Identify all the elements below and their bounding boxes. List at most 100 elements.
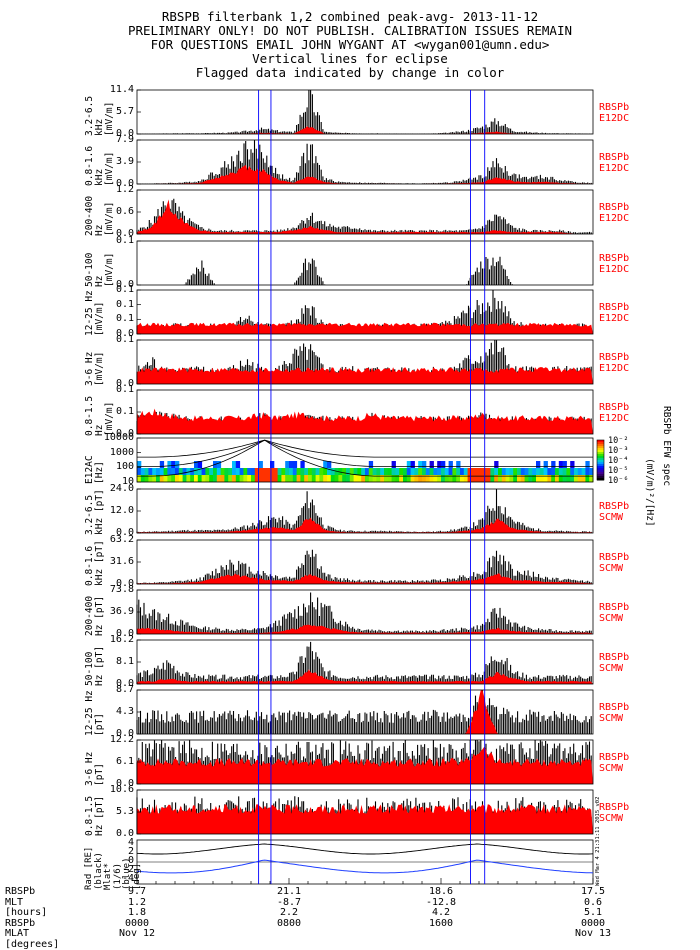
spectrogram-cell (277, 468, 282, 475)
instrument-label: SCMW (599, 563, 624, 574)
spectrogram-cell (277, 475, 282, 482)
spectrogram-cell (182, 468, 187, 475)
x-column-value: 1.2 (127, 896, 147, 908)
panel-frame (136, 189, 594, 235)
avg-series (137, 669, 593, 684)
panel-frame (136, 89, 594, 135)
y-axis-label: 0.8-1.6 kHz [mV/m] (84, 145, 115, 186)
instrument-label: SCMW (599, 512, 624, 523)
spectrogram-cell (239, 468, 244, 475)
spectrogram-cell (254, 475, 260, 482)
x-column-value: 2.2 (279, 907, 299, 918)
spectrogram-cell (361, 475, 366, 482)
spectrogram-cell (562, 475, 567, 482)
spectrogram-cell (570, 475, 575, 482)
y-tick-label: 0.1 (115, 334, 134, 345)
x-column-value: Nov 13 (574, 928, 612, 939)
peak-series (136, 690, 592, 734)
spectrogram-cell (513, 468, 518, 475)
spectrogram-cell (444, 475, 450, 482)
spectrogram-cell (228, 475, 233, 482)
peak-series (136, 592, 592, 634)
spectrogram-cell (296, 475, 301, 482)
spectrogram-cell (448, 461, 453, 468)
spectrogram-cell (441, 468, 446, 475)
x-column-value: 9.7 (127, 886, 147, 897)
instrument-label: RBSPb (599, 552, 630, 563)
spectrogram-cell (410, 475, 415, 482)
spectrogram-cell (243, 475, 248, 482)
spectrogram-cell (441, 475, 446, 482)
spectrogram-cell (471, 475, 476, 482)
instrument-label: RBSPb (599, 302, 630, 313)
spectrogram-cell (551, 461, 556, 468)
spectrogram-cell (232, 461, 237, 468)
spectrogram-cell (433, 468, 438, 475)
y-tick-label: 100 (115, 461, 134, 473)
spectrogram-cell (167, 468, 172, 475)
y-tick-label: 0.0 (115, 728, 134, 739)
avg-series (137, 804, 593, 834)
spectrogram-cell (562, 468, 567, 475)
spectrogram-cell (330, 468, 336, 475)
spectrogram-cell (300, 475, 305, 482)
spectrogram-cell (429, 461, 434, 468)
y-tick-label: 1.2 (115, 184, 134, 195)
spectrogram-cell (289, 475, 294, 482)
y-tick-label: 10 (121, 476, 134, 487)
spectrogram-cell (342, 475, 347, 482)
instrument-label: RBSPb (599, 501, 630, 512)
spectrogram-cell (254, 468, 260, 475)
spectrogram-cell (285, 461, 290, 468)
spectrogram-cell (448, 475, 453, 482)
spectrogram-cell (258, 468, 263, 475)
spectrogram-cell (372, 475, 377, 482)
instrument-label: RBSPb (599, 602, 630, 613)
avg-series (137, 199, 593, 234)
spectrogram-cell (323, 475, 328, 482)
colorbar-tick-label: 10⁻⁵ (608, 466, 629, 476)
spectrogram-cell (266, 475, 271, 482)
spectrogram-cell (422, 475, 427, 482)
y-tick-label: 5.7 (115, 106, 134, 117)
spectrogram-cell (433, 475, 438, 482)
spectrogram-cell (479, 475, 484, 482)
spectrogram-cell (156, 475, 161, 482)
instrument-label: E12DC (599, 163, 630, 174)
x-column-value: 5.1 (583, 907, 603, 918)
y-tick-label: 12.2 (109, 734, 134, 745)
spectrogram-cell (346, 468, 351, 475)
x-row-label: MLT (5, 896, 24, 908)
spectrogram-cell (270, 468, 275, 475)
spectrogram-cell (456, 475, 461, 482)
y-tick-label: 3.9 (115, 156, 134, 167)
spectrogram-cell (281, 468, 286, 475)
x-column-value: 17.5 (580, 886, 606, 897)
spectrogram-cell (224, 468, 229, 475)
instrument-label: RBSPb (599, 402, 630, 413)
spectrogram-cell (353, 468, 358, 475)
spectrogram-cell (232, 468, 237, 475)
spectrogram-cell (327, 475, 332, 482)
colorbar-segment (597, 468, 604, 471)
spectrogram-cell (270, 461, 275, 468)
spectrogram-cell (323, 468, 328, 475)
spectrogram-cell (577, 475, 583, 482)
spectrogram-cell (581, 475, 586, 482)
y-tick-label: 0.0 (115, 279, 134, 290)
spectrogram-cell (140, 475, 146, 482)
spectrogram-cell (581, 468, 586, 475)
spectrogram-cell (220, 468, 225, 475)
spectrogram-cell (258, 461, 263, 468)
spectrogram-cell (144, 475, 149, 482)
timestamp-stamp: Wed Mar 4 21:31:11 2015 v02 (595, 796, 601, 886)
spectrogram-cell (213, 468, 218, 475)
spectrogram-cell (543, 468, 548, 475)
x-row-label: [degrees] (5, 938, 60, 950)
spectrogram-cell (167, 475, 172, 482)
spectrogram-cell (194, 461, 199, 468)
spectrogram-cell (224, 475, 229, 482)
y-tick-label: 0.1 (115, 384, 134, 395)
instrument-label: RBSPb (599, 702, 630, 713)
instrument-label: E12DC (599, 213, 630, 224)
